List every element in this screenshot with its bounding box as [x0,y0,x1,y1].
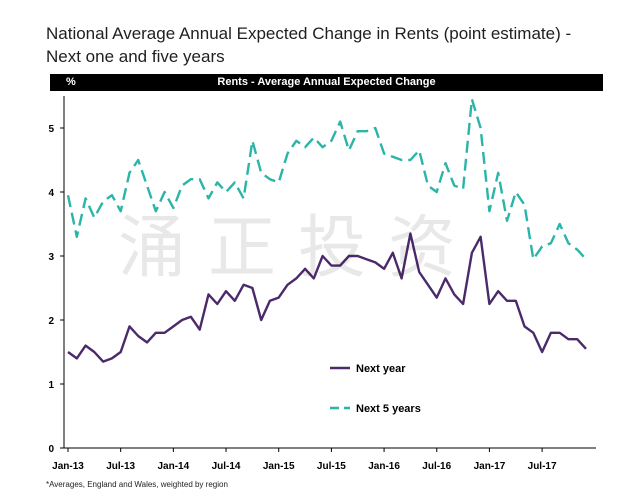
chart-header-title: Rents - Average Annual Expected Change [217,76,436,88]
y-tick-label: 4 [48,188,54,199]
y-tick-label: 3 [48,252,54,263]
x-tick-label: Jul-15 [317,461,346,472]
x-tick-label: Jul-17 [528,461,557,472]
y-tick-label: 0 [48,444,54,455]
x-tick-label: Jul-14 [212,461,241,472]
x-tick-label: Jul-13 [106,461,135,472]
x-tick-label: Jan-13 [52,461,84,472]
footnote: *Averages, England and Wales, weighted b… [46,480,228,489]
chart-title-line-1: National Average Annual Expected Change … [46,24,572,43]
legend-label: Next year [356,363,406,375]
chart-title: National Average Annual Expected Change … [46,22,626,68]
chart-title-line-2: Next one and five years [46,47,225,66]
x-tick-label: Jan-17 [474,461,506,472]
series-line-next-year [67,232,587,363]
legend-label: Next 5 years [356,403,421,415]
y-tick-label: 1 [48,380,54,391]
x-tick-label: Jan-14 [158,461,190,472]
x-tick-label: Jan-15 [263,461,295,472]
x-tick-label: Jul-16 [422,461,451,472]
y-tick-label: 2 [48,316,54,327]
series-line-next-5-years [66,97,587,261]
y-unit-label: % [66,76,76,88]
chart-header-bar: % Rents - Average Annual Expected Change [50,74,603,91]
y-tick-label: 5 [48,124,54,135]
x-tick-label: Jan-16 [368,461,400,472]
